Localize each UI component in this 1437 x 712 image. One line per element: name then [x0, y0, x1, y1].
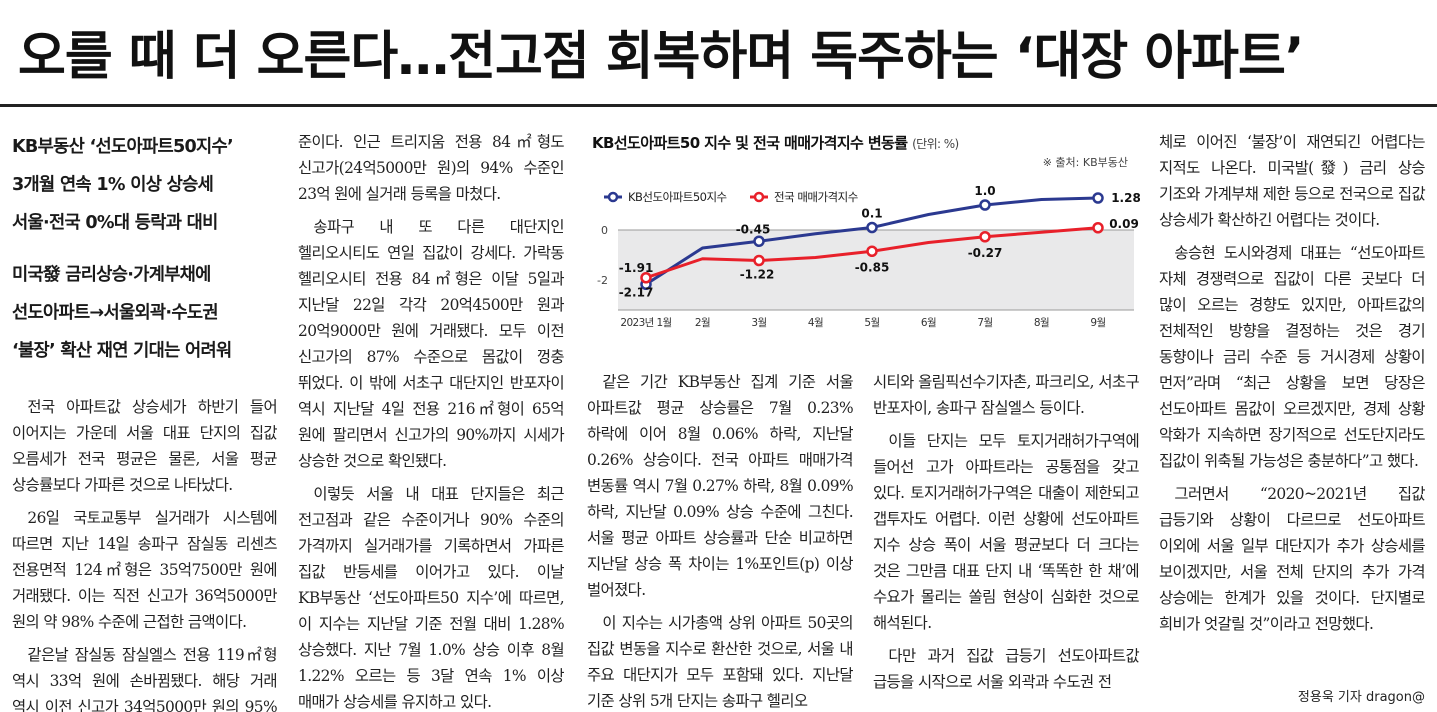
data-label: 0.09 [1109, 217, 1139, 231]
x-tick-label: 5월 [864, 317, 879, 329]
data-label: 1.0 [974, 184, 995, 198]
negative-region [618, 230, 1134, 310]
column-4: 시티와 올림픽선수기자촌, 파크리오, 서초구 반포자이, 송파구 잠실엘스 등… [873, 369, 1140, 695]
x-tick-label: 8월 [1034, 317, 1049, 329]
data-point [753, 254, 765, 267]
y-tick-label: 0 [601, 224, 608, 237]
chart-source: ※ 출처: KB부동산 [1042, 156, 1128, 169]
paragraph: 이렇듯 서울 내 대표 단지들은 최근 전고점과 같은 수준이거나 90% 수준… [298, 485, 565, 711]
data-label: -1.22 [740, 268, 775, 282]
subhead-line: 선도아파트→서울외곽·수도권 [12, 303, 219, 323]
column-5: 체로 이어진 ‘불장’이 재연되긴 어렵다는 지적도 나온다. 미국발(發) 금… [1159, 129, 1426, 637]
x-tick-label: 3월 [751, 317, 766, 329]
paragraph: 같은 기간 KB부동산 집계 기준 서울 아파트값 평균 상승률은 7월 0.2… [587, 373, 854, 599]
column-1: KB부동산 ‘선도아파트50지수’ 3개월 연속 1% 이상 상승세 서울·전국… [12, 128, 278, 712]
column-3: 같은 기간 KB부동산 집계 기준 서울 아파트값 평균 상승률은 7월 0.2… [587, 369, 854, 712]
paragraph: 송파구 내 또 다른 대단지인 헬리오시티도 연일 집값이 강세다. 가락동 헬… [298, 218, 565, 470]
subhead-group-2: 미국發 금리상승·가계부채에 선도아파트→서울외곽·수도권 ‘불장’ 확산 재연… [12, 256, 277, 370]
x-tick-label: 2023년 1월 [620, 317, 671, 329]
subhead-line: 서울·전국 0%대 등락과 대비 [12, 213, 218, 233]
byline: 정용욱 기자 dragon@ [1297, 690, 1425, 705]
paragraph: 준이다. 인근 트리지움 전용 84㎡형도 신고가(24억5000만 원)의 9… [298, 133, 565, 203]
headline-rule [0, 104, 1437, 107]
chart-title: KB선도아파트50 지수 및 전국 매매가격지수 변동률 (단위: %) [592, 132, 959, 153]
subhead-line: 미국發 금리상승·가계부채에 [12, 265, 211, 285]
paragraph: 전국 아파트값 상승세가 하반기 들어 이어지는 가운데 서울 대표 단지의 집… [12, 398, 278, 494]
data-point [979, 199, 991, 211]
paragraph: 같은날 잠실동 잠실엘스 전용 119㎡형 역시 33억 원에 손바뀜됐다. 해… [12, 646, 278, 712]
data-point [866, 221, 878, 234]
y-tick-label: -2 [597, 274, 608, 287]
data-point [753, 235, 765, 247]
x-tick-label: 9월 [1090, 317, 1105, 329]
chart-title-text: KB선도아파트50 지수 및 전국 매매가격지수 변동률 [592, 134, 908, 152]
paragraph: 시티와 올림픽선수기자촌, 파크리오, 서초구 반포자이, 송파구 잠실엘스 등… [873, 373, 1140, 417]
x-tick-label: 6월 [921, 317, 936, 329]
paragraph: 이들 단지는 모두 토지거래허가구역에 들어선 고가 아파트라는 공통점을 갖고… [873, 432, 1140, 632]
subhead-line: ‘불장’ 확산 재연 기대는 어려워 [12, 341, 232, 361]
chart-figure: KB선도아파트50 지수 및 전국 매매가격지수 변동률 (단위: %) ※ 출… [592, 128, 1140, 354]
paragraph: 다만 과거 집값 급등기 선도아파트값 급등을 시작으로 서울 외곽과 수도권 … [873, 647, 1140, 691]
subhead-line: 3개월 연속 1% 이상 상승세 [12, 175, 214, 195]
legend-label: KB선도아파트50지수 [628, 190, 727, 204]
data-point [640, 272, 652, 284]
legend-label: 전국 매매가격지수 [774, 190, 858, 204]
legend-swatch-marker [753, 191, 765, 203]
line-chart: 0 -2 2023년 1월 2월 3월 4월 5월 6월 7월 8월 9월 KB선도아파트50지수 전국… [597, 184, 1140, 329]
paragraph: 송승현 도시와경제 대표는 “선도아파트 자체 경쟁력으로 집값이 다른 곳보다… [1159, 244, 1426, 470]
data-label: -0.85 [855, 260, 890, 274]
paragraph: 이 지수는 시가총액 상위 아파트 50곳의 집값 변동을 지수로 환산한 것으… [587, 614, 854, 710]
column-2: 준이다. 인근 트리지움 전용 84㎡형도 신고가(24억5000만 원)의 9… [298, 129, 565, 712]
paragraph: 체로 이어진 ‘불장’이 재연되긴 어렵다는 지적도 나온다. 미국발(發) 금… [1159, 133, 1426, 229]
legend-swatch-marker [607, 191, 619, 203]
paragraph: 그러면서 “2020~2021년 집값 급등기와 상황이 다르므로 선도아파트 … [1159, 485, 1426, 633]
data-point [1092, 192, 1104, 204]
data-label: 0.1 [861, 207, 882, 221]
data-label: 1.28 [1111, 191, 1140, 205]
data-label: -0.45 [736, 222, 771, 236]
headline: 오를 때 더 오른다…전고점 회복하며 독주하는 ‘대장 아파트’ [18, 27, 1305, 87]
data-point [1092, 222, 1104, 234]
subhead-group-1: KB부동산 ‘선도아파트50지수’ 3개월 연속 1% 이상 상승세 서울·전국… [12, 128, 277, 242]
chart-unit: (단위: %) [912, 137, 959, 151]
data-point [979, 231, 991, 243]
data-point [866, 245, 878, 257]
data-label: -1.91 [619, 261, 654, 275]
data-label: -0.27 [968, 246, 1003, 260]
subhead-line: KB부동산 ‘선도아파트50지수’ [12, 137, 234, 157]
x-tick-label: 2월 [695, 317, 710, 329]
x-tick-label: 4월 [808, 317, 823, 329]
paragraph: 26일 국토교통부 실거래가 시스템에 따르면 지난 14일 송파구 잠실동 리… [12, 509, 278, 631]
column-1-body: 전국 아파트값 상승세가 하반기 들어 이어지는 가운데 서울 대표 단지의 집… [12, 394, 278, 712]
data-label: -2.17 [619, 285, 654, 299]
x-tick-label: 7월 [977, 317, 992, 329]
